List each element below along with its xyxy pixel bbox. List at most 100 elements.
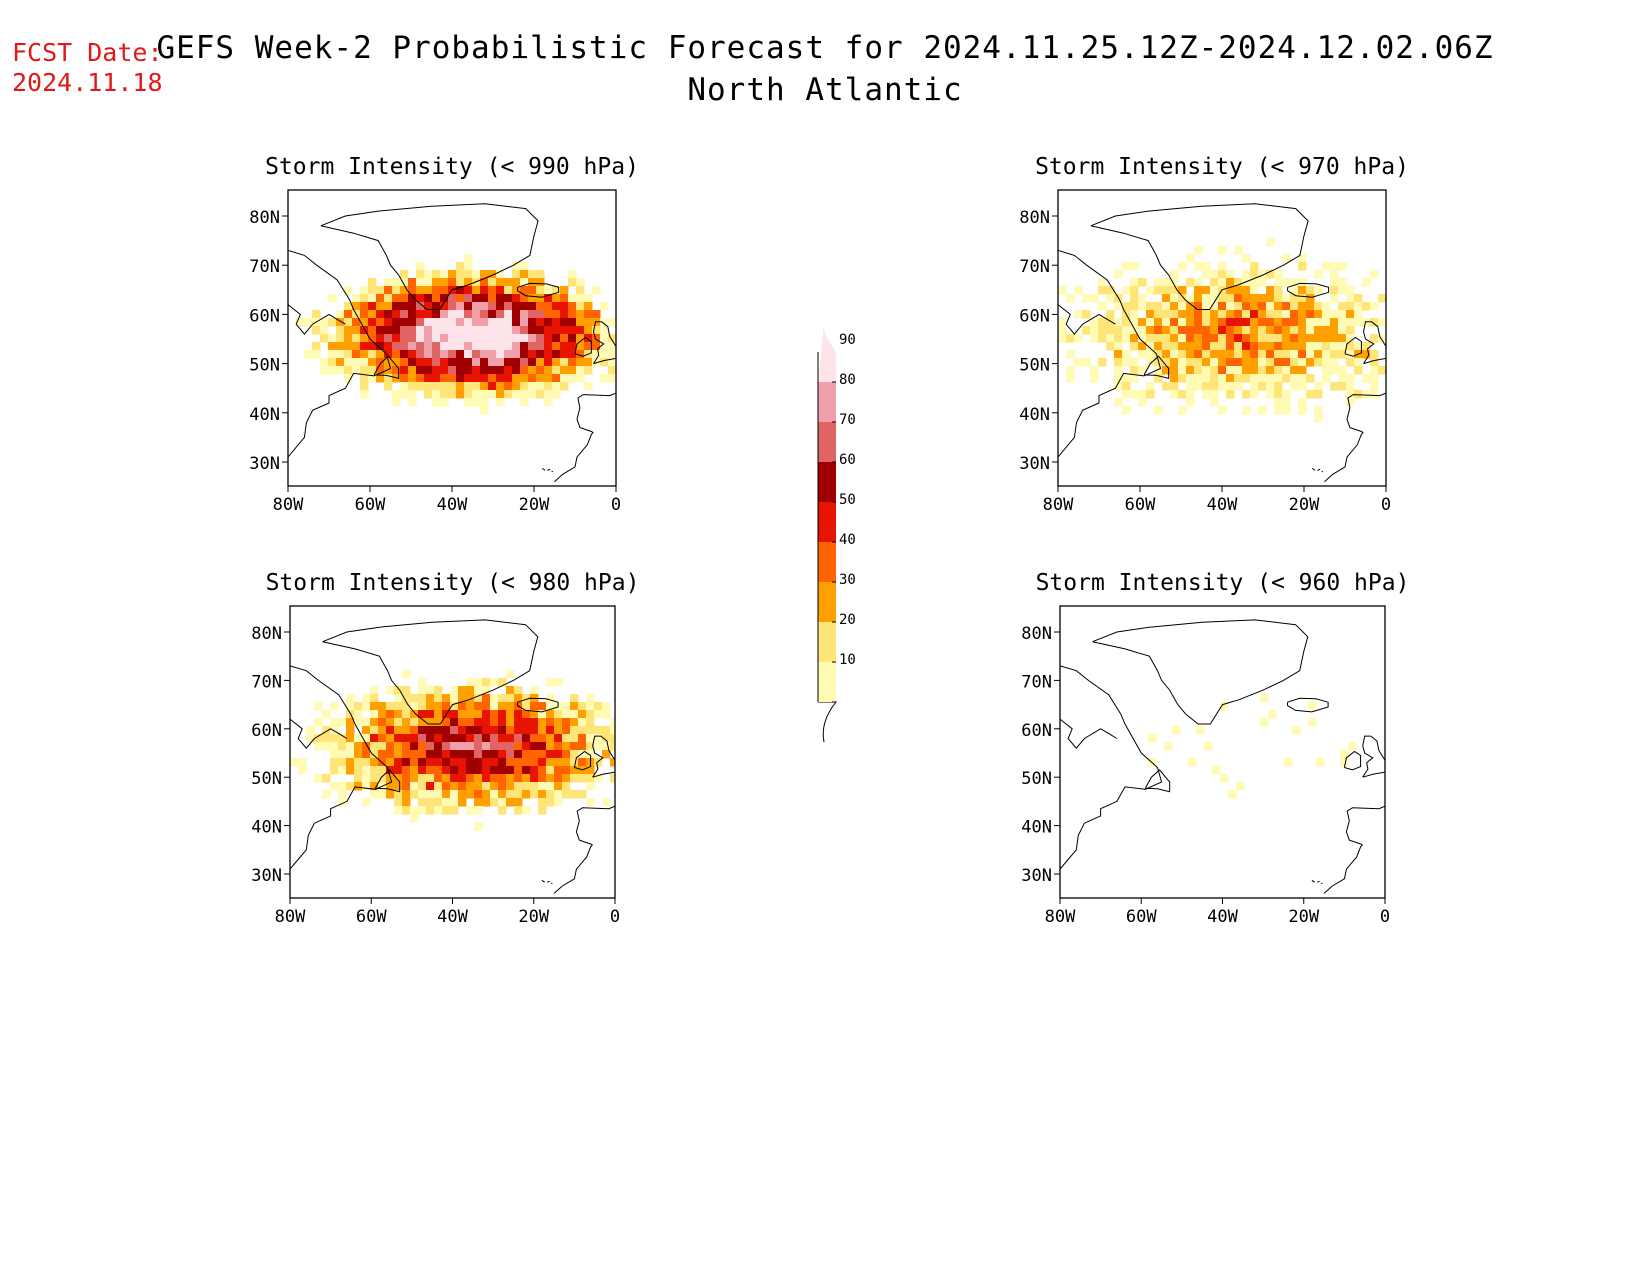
lat-tick-label: 60N [249,306,280,326]
coastline [1344,336,1362,357]
lon-tick-label: 20W [518,907,549,927]
lon-tick-label: 0 [1380,907,1390,927]
panel-title: Storm Intensity (< 980 hPa) [266,570,640,596]
colorbar-label: 20 [839,612,856,628]
lat-tick-label: 50N [1021,769,1052,789]
lon-tick-label: 80W [1045,907,1076,927]
lat-tick-label: 40N [1019,405,1050,425]
colorbar-label: 60 [839,452,856,468]
lat-tick-label: 30N [251,866,282,886]
coastline [547,468,551,471]
fcst-date: 2024.11.18 [12,68,163,97]
lat-tick-label: 60N [1021,721,1052,741]
lat-tick-label: 80N [1019,208,1050,228]
colorbar-label: 70 [839,412,856,428]
lat-tick-label: 40N [249,405,280,425]
coastline [1343,750,1362,771]
coastline [322,619,539,725]
lon-tick-label: 80W [1043,495,1074,515]
coastline [1287,697,1329,713]
coastline [1362,321,1386,365]
fcst-label: FCST Date: [12,38,163,67]
lon-tick-label: 0 [1381,495,1391,515]
coastline [288,304,346,335]
coastline [373,355,400,380]
map-panel: Storm Intensity (< 970 hPa) 80N 70N 60N 50N 4… [1019,154,1409,515]
coastline [1060,718,1118,749]
coastline [1317,880,1320,883]
lat-tick-label: 80N [1021,624,1052,644]
coastline [517,697,559,713]
page-title: GEFS Week-2 Probabilistic Forecast for 2… [0,30,1650,108]
lon-tick-label: 0 [610,907,620,927]
probability-field [288,203,616,483]
lat-tick-label: 60N [251,721,282,741]
probability-field [1058,203,1386,483]
coastline [1317,468,1321,471]
lat-tick-label: 70N [251,672,282,692]
colorbar-swatch [818,622,836,662]
lon-tick-label: 20W [1288,907,1319,927]
lon-tick-label: 0 [611,495,621,515]
lon-tick-label: 60W [1126,907,1157,927]
lat-tick-label: 30N [249,454,280,474]
colorbar-label: 80 [839,372,856,388]
lat-tick-label: 50N [1019,356,1050,376]
colorbar-swatch [818,502,836,542]
coastline [1311,879,1315,883]
coastline [290,718,348,749]
colorbar: 10 20 30 40 50 60 70 80 90 [817,324,856,743]
lat-tick-label: 30N [1019,454,1050,474]
lat-tick-label: 70N [1019,257,1050,277]
colorbar-swatch [818,462,836,502]
colorbar-label: 90 [839,332,856,348]
lat-tick-label: 60N [1019,306,1050,326]
coastline [1144,769,1171,793]
coastline [1362,735,1385,778]
colorbar-swatch [818,542,836,582]
panel-title: Storm Intensity (< 990 hPa) [265,154,639,180]
lon-tick-label: 40W [437,495,468,515]
lat-tick-label: 40N [251,818,282,838]
colorbar-swatch [818,582,836,622]
map-frame [1059,605,1386,899]
lon-tick-label: 60W [1125,495,1156,515]
lat-tick-label: 70N [1021,672,1052,692]
lon-tick-label: 20W [519,495,550,515]
colorbar-swatch [818,422,836,462]
forecast-date-label: FCST Date: 2024.11.18 [12,38,163,98]
coastline [574,336,592,357]
coastline [547,880,550,883]
title-line2: North Atlantic [687,72,963,108]
lat-tick-label: 70N [249,257,280,277]
coastline [320,203,539,310]
colorbar-label: 50 [839,492,856,508]
coastline [1143,355,1170,380]
coastline [573,750,592,771]
colorbar-swatch [818,382,836,422]
lat-tick-label: 80N [251,624,282,644]
coastline [1287,282,1330,298]
probability-field [290,619,615,894]
lon-tick-label: 40W [1207,907,1238,927]
coastline [554,392,616,483]
coastline [551,882,553,885]
coastline [541,879,545,883]
colorbar-label: 30 [839,572,856,588]
coastline [1324,392,1386,483]
lat-tick-label: 40N [1021,818,1052,838]
coastline [553,805,615,894]
coastline [1058,249,1162,459]
coastline [1323,805,1385,894]
lon-tick-label: 20W [1289,495,1320,515]
panel-title: Storm Intensity (< 970 hPa) [1035,154,1409,180]
probability-field [1060,619,1385,894]
colorbar-swatch [818,662,836,702]
coastline [1092,619,1309,725]
coastline [1311,467,1316,471]
lon-tick-label: 60W [355,495,386,515]
lat-tick-label: 80N [249,208,280,228]
map-panel: Storm Intensity (< 980 hPa) 80N 70N 60N 50N 4… [251,570,639,927]
coastline [517,282,560,298]
coastline [1321,882,1323,885]
